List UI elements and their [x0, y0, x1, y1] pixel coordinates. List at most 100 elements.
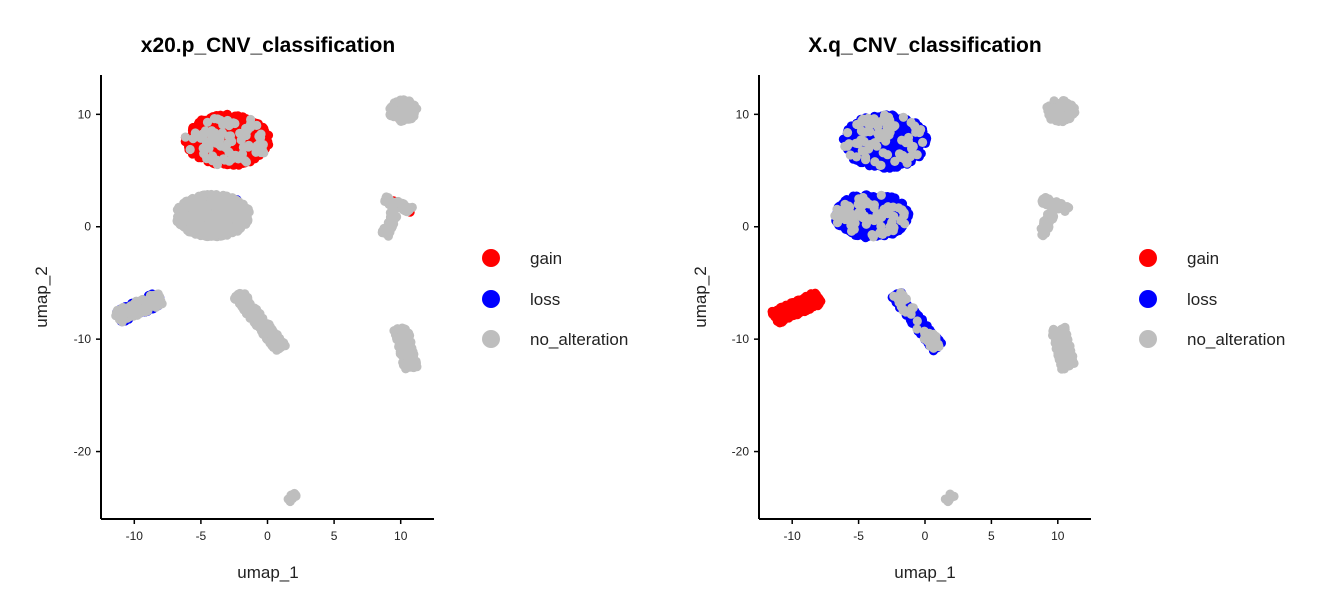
point-no-alteration [189, 194, 199, 205]
legend-key-loss [1139, 290, 1157, 308]
point-no-alteration [884, 112, 894, 122]
x-tick-label: -10 [784, 529, 802, 543]
legend: gain loss no_alteration [1139, 249, 1285, 349]
point-no-alteration [180, 132, 191, 142]
y-axis-label: umap_2 [32, 266, 51, 327]
point-no-alteration [919, 326, 930, 336]
y-tick-label: -20 [74, 445, 92, 459]
point-no-alteration [401, 339, 411, 349]
point-no-alteration [173, 212, 183, 222]
point-no-alteration [882, 150, 893, 160]
point-no-alteration [130, 308, 140, 319]
point-no-alteration [854, 207, 864, 217]
point-no-alteration [196, 214, 206, 224]
point-no-alteration [230, 294, 240, 304]
legend-key-no-alteration [1139, 330, 1157, 348]
point-no-alteration [927, 339, 938, 349]
y-axis-label: umap_2 [691, 266, 710, 327]
point-no-alteration [1044, 218, 1054, 228]
point-no-alteration [258, 140, 268, 150]
y-tick-label: -20 [732, 445, 750, 459]
point-no-alteration [867, 230, 877, 240]
point-no-alteration [246, 114, 256, 125]
point-no-alteration [1058, 347, 1068, 357]
y-tick-label: 10 [736, 107, 750, 121]
x-axis-label: umap_1 [237, 563, 298, 582]
point-no-alteration [898, 112, 909, 122]
point-no-alteration [377, 228, 387, 238]
point-no-alteration [211, 200, 221, 210]
point-no-alteration [869, 114, 879, 124]
point-no-alteration [232, 225, 242, 236]
point-no-alteration [179, 206, 189, 217]
y-tick-label: -10 [732, 332, 750, 346]
point-no-alteration [385, 104, 395, 114]
legend: gain loss no_alteration [482, 249, 628, 349]
point-no-alteration [202, 117, 213, 127]
legend-label-gain: gain [1187, 249, 1219, 268]
point-gain [786, 311, 797, 321]
point-no-alteration [873, 121, 883, 132]
legend-key-no-alteration [482, 330, 500, 348]
point-no-alteration [204, 143, 214, 153]
point-no-alteration [203, 127, 214, 137]
point-no-alteration [1065, 341, 1075, 351]
point-no-alteration [910, 121, 920, 131]
point-no-alteration [869, 200, 880, 210]
point-no-alteration [1048, 326, 1058, 336]
scatter-points [767, 96, 1080, 507]
point-no-alteration [225, 131, 236, 141]
point-no-alteration [850, 218, 860, 228]
x-tick-label: -5 [196, 529, 207, 543]
point-no-alteration [876, 190, 886, 200]
point-no-alteration [256, 132, 266, 143]
point-no-alteration [901, 294, 912, 304]
point-gain [194, 117, 204, 127]
x-tick-label: -5 [853, 529, 864, 543]
point-no-alteration [876, 160, 886, 170]
x-tick-label: 5 [988, 529, 995, 543]
point-no-alteration [1061, 356, 1071, 366]
point-no-alteration [407, 202, 417, 212]
legend-label-loss: loss [530, 290, 560, 309]
point-no-alteration [901, 138, 911, 148]
point-no-alteration [1045, 196, 1056, 206]
point-no-alteration [251, 143, 261, 154]
point-no-alteration [243, 142, 253, 152]
x-tick-label: 0 [264, 529, 271, 543]
point-no-alteration [851, 152, 862, 162]
point-no-alteration [111, 308, 122, 318]
point-no-alteration [912, 324, 922, 334]
legend-label-no-alteration: no_alteration [530, 330, 628, 349]
point-no-alteration [225, 196, 235, 206]
point-no-alteration [396, 331, 406, 341]
point-no-alteration [875, 213, 885, 223]
point-no-alteration [890, 156, 900, 166]
point-gain [784, 303, 794, 313]
point-no-alteration [286, 494, 296, 504]
point-no-alteration [898, 305, 908, 316]
legend-key-loss [482, 290, 500, 308]
point-no-alteration [1038, 231, 1048, 241]
point-no-alteration [410, 358, 420, 368]
y-tick-label: -10 [74, 332, 92, 346]
axes: -10 -5 0 5 10 10 0 -10 -20 [74, 75, 434, 543]
point-no-alteration [894, 149, 905, 159]
point-loss [890, 194, 900, 204]
x-tick-label: 10 [394, 529, 408, 543]
point-no-alteration [188, 227, 198, 237]
panel-xq: X.q_CNV_classification -10 -5 0 5 10 10 0 -10 -2… [691, 34, 1285, 582]
legend-key-gain [1139, 249, 1157, 267]
point-no-alteration [876, 228, 886, 239]
point-no-alteration [224, 156, 234, 166]
point-no-alteration [252, 120, 262, 130]
point-no-alteration [870, 138, 880, 148]
point-no-alteration [858, 114, 868, 124]
x-axis-label: umap_1 [894, 563, 955, 582]
point-no-alteration [912, 150, 922, 160]
point-no-alteration [256, 322, 266, 332]
point-no-alteration [185, 144, 195, 155]
point-no-alteration [1070, 107, 1080, 117]
point-no-alteration [395, 115, 405, 125]
point-no-alteration [223, 216, 233, 226]
